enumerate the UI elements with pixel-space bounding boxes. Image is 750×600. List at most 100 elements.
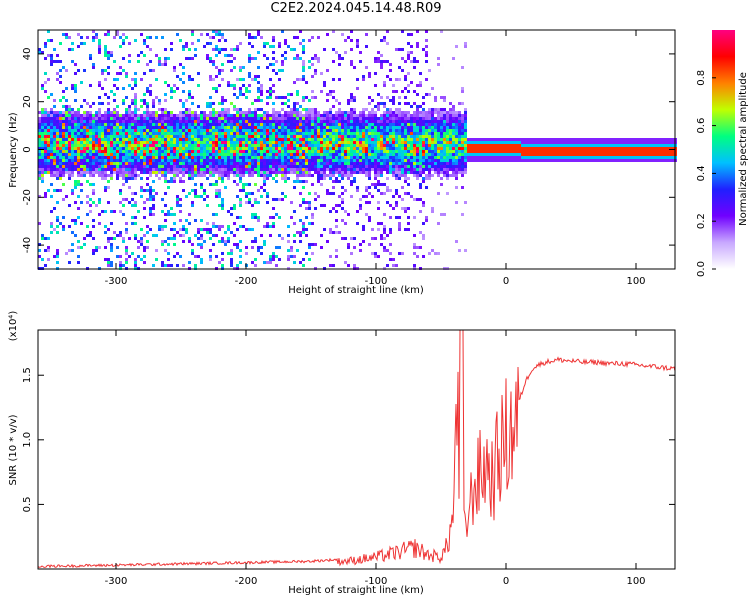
- heatmap-cell: [257, 123, 260, 126]
- heatmap-cell: [431, 174, 434, 177]
- heatmap-cell: [188, 159, 191, 162]
- heatmap-cell: [224, 123, 227, 126]
- heatmap-cell: [122, 99, 125, 102]
- heatmap-cell: [200, 114, 203, 117]
- heatmap-cell: [254, 240, 257, 243]
- heatmap-cell: [317, 60, 320, 63]
- heatmap-cell: [254, 198, 257, 201]
- heatmap-cell: [164, 132, 167, 135]
- heatmap-cell: [422, 255, 425, 258]
- heatmap-cell: [218, 144, 221, 147]
- heatmap-cell: [383, 39, 386, 42]
- heatmap-cell: [350, 147, 353, 150]
- heatmap-cell: [515, 138, 518, 141]
- heatmap-cell: [149, 165, 152, 168]
- heatmap-cell: [257, 153, 260, 156]
- heatmap-cell: [266, 141, 269, 144]
- heatmap-cell: [218, 126, 221, 129]
- heatmap-cell: [383, 138, 386, 141]
- heatmap-cell: [233, 159, 236, 162]
- heatmap-cell: [77, 162, 80, 165]
- heatmap-cell: [314, 117, 317, 120]
- heatmap-cell: [158, 159, 161, 162]
- heatmap-cell: [74, 234, 77, 237]
- heatmap-cell: [134, 216, 137, 219]
- heatmap-cell: [152, 69, 155, 72]
- heatmap-cell: [386, 132, 389, 135]
- heatmap-cell: [395, 90, 398, 93]
- heatmap-cell: [389, 108, 392, 111]
- heatmap-cell: [446, 138, 449, 141]
- heatmap-cell: [302, 114, 305, 117]
- heatmap-cell: [350, 39, 353, 42]
- heatmap-cell: [347, 162, 350, 165]
- heatmap-cell: [323, 138, 326, 141]
- heatmap-cell: [326, 69, 329, 72]
- heatmap-cell: [206, 54, 209, 57]
- heatmap-cell: [260, 159, 263, 162]
- heatmap-cell: [440, 138, 443, 141]
- heatmap-cell: [44, 114, 47, 117]
- heatmap-cell: [59, 159, 62, 162]
- heatmap-cell: [209, 255, 212, 258]
- heatmap-cell: [98, 135, 101, 138]
- heatmap-cell: [281, 132, 284, 135]
- heatmap-cell: [212, 159, 215, 162]
- heatmap-cell: [140, 114, 143, 117]
- heatmap-cell: [461, 168, 464, 171]
- heatmap-cell: [77, 114, 80, 117]
- heatmap-cell: [185, 57, 188, 60]
- heatmap-cell: [299, 174, 302, 177]
- heatmap-cell: [224, 138, 227, 141]
- heatmap-cell: [269, 174, 272, 177]
- heatmap-cell: [170, 87, 173, 90]
- heatmap-cell: [254, 159, 257, 162]
- heatmap-cell: [182, 144, 185, 147]
- heatmap-cell: [416, 138, 419, 141]
- heatmap-cell: [104, 33, 107, 36]
- heatmap-cell: [77, 183, 80, 186]
- heatmap-cell: [113, 237, 116, 240]
- heatmap-cell: [152, 114, 155, 117]
- heatmap-cell: [68, 225, 71, 228]
- heatmap-cell: [578, 153, 581, 156]
- heatmap-cell: [98, 81, 101, 84]
- heatmap-cell: [530, 156, 533, 159]
- heatmap-cell: [260, 174, 263, 177]
- heatmap-cell: [380, 114, 383, 117]
- heatmap-cell: [422, 111, 425, 114]
- heatmap-cell: [374, 60, 377, 63]
- heatmap-cell: [200, 144, 203, 147]
- heatmap-cell: [236, 183, 239, 186]
- heatmap-cell: [125, 231, 128, 234]
- heatmap-cell: [95, 132, 98, 135]
- heatmap-cell: [464, 162, 467, 165]
- heatmap-cell: [74, 135, 77, 138]
- heatmap-cell: [422, 237, 425, 240]
- heatmap-cell: [128, 129, 131, 132]
- heatmap-cell: [443, 126, 446, 129]
- heatmap-cell: [581, 141, 584, 144]
- heatmap-cell: [146, 231, 149, 234]
- heatmap-cell: [83, 126, 86, 129]
- heatmap-cell: [257, 132, 260, 135]
- heatmap-cell: [563, 141, 566, 144]
- heatmap-cell: [404, 153, 407, 156]
- heatmap-cell: [149, 135, 152, 138]
- heatmap-cell: [380, 168, 383, 171]
- heatmap-cell: [38, 138, 41, 141]
- heatmap-cell: [281, 120, 284, 123]
- heatmap-cell: [380, 66, 383, 69]
- heatmap-cell: [179, 147, 182, 150]
- heatmap-cell: [323, 174, 326, 177]
- heatmap-cell: [158, 153, 161, 156]
- heatmap-cell: [251, 147, 254, 150]
- heatmap-cell: [107, 228, 110, 231]
- heatmap-cell: [287, 111, 290, 114]
- heatmap-cell: [173, 174, 176, 177]
- heatmap-cell: [140, 186, 143, 189]
- heatmap-cell: [191, 117, 194, 120]
- heatmap-cell: [293, 150, 296, 153]
- heatmap-cell: [149, 150, 152, 153]
- heatmap-cell: [92, 63, 95, 66]
